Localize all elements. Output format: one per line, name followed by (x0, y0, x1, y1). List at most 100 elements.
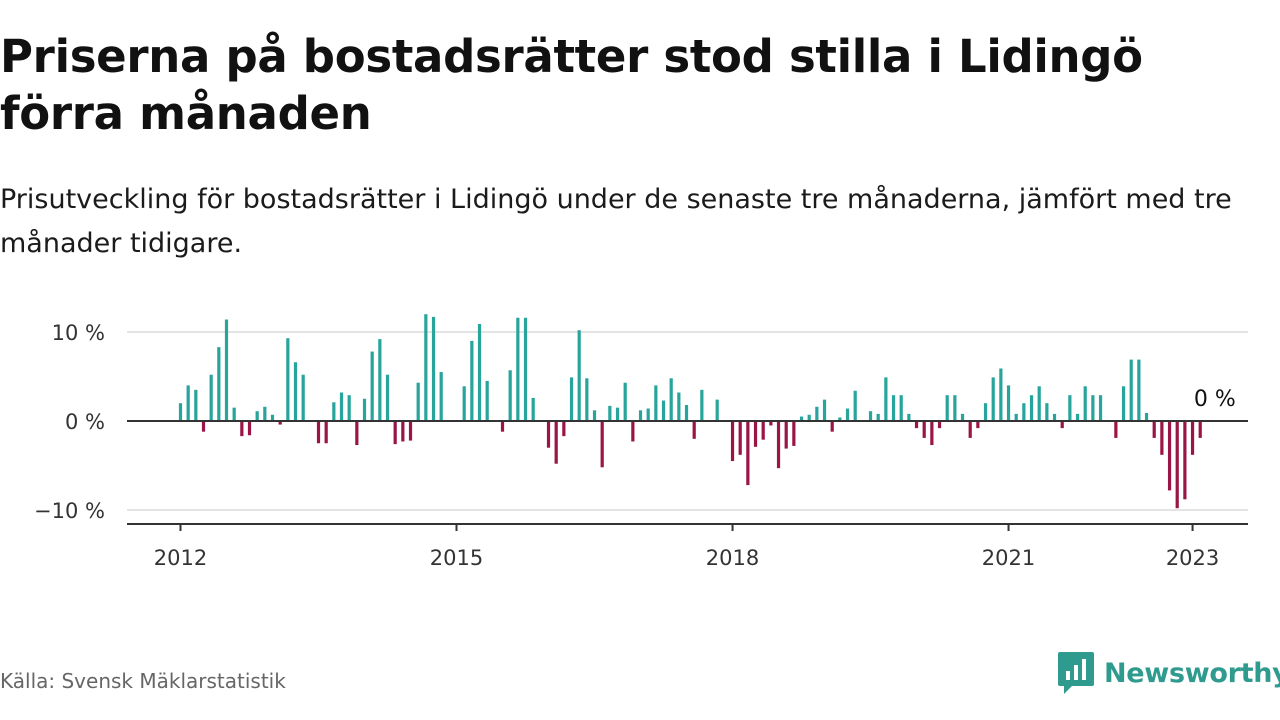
bar (523, 317, 528, 421)
bar (830, 421, 834, 432)
bar (937, 421, 942, 429)
bar (600, 421, 604, 468)
bar (1114, 421, 1118, 438)
bar (769, 421, 773, 426)
bar (585, 378, 589, 421)
bar (1198, 421, 1202, 438)
bar (1160, 421, 1164, 455)
bar (730, 421, 735, 462)
bar (700, 389, 704, 421)
bar (1068, 395, 1072, 421)
bar (983, 403, 988, 421)
bar (631, 421, 635, 442)
bar (247, 421, 252, 436)
bar (240, 421, 244, 437)
source-label: Källa: Svensk Mäklarstatistik (0, 669, 286, 693)
bar (646, 408, 650, 421)
bar (470, 340, 474, 421)
bar (868, 411, 873, 421)
bar (1167, 421, 1172, 491)
bar (554, 421, 558, 464)
bar (546, 421, 551, 448)
bar (401, 421, 405, 442)
bar (416, 382, 420, 421)
bar (838, 417, 842, 421)
bar (439, 372, 443, 421)
bar (669, 378, 673, 421)
bar (999, 368, 1003, 421)
bar (815, 406, 819, 421)
bar (654, 385, 658, 421)
bar (799, 416, 804, 421)
bar (393, 421, 397, 445)
bar (1137, 359, 1141, 421)
y-tick-label: 0 % (65, 410, 105, 434)
bar (845, 408, 850, 421)
bar (232, 407, 236, 421)
bar (178, 403, 183, 421)
bar (776, 421, 781, 469)
bar (960, 413, 965, 421)
x-tick-label: 2021 (982, 546, 1035, 570)
bar (1098, 395, 1103, 421)
bar (1022, 403, 1026, 421)
bar (692, 421, 696, 439)
bar (968, 421, 972, 438)
bar (424, 314, 428, 421)
bar (209, 374, 213, 421)
bar (991, 377, 995, 421)
bar (316, 421, 321, 444)
bar (286, 338, 290, 421)
brand-name: Newsworthy (1104, 657, 1280, 689)
bar (332, 402, 336, 421)
bar (577, 330, 581, 421)
bar (715, 399, 719, 421)
last-value-annotation: 0 % (1194, 387, 1236, 412)
bar (485, 380, 489, 421)
bar (914, 421, 919, 429)
bar (224, 319, 229, 421)
bar (1091, 395, 1095, 421)
bar (201, 421, 206, 432)
bar (638, 410, 643, 421)
newsworthy-logo-icon (1058, 652, 1094, 694)
bar (907, 413, 911, 421)
x-tick-label: 2015 (430, 546, 483, 570)
bar (884, 377, 888, 421)
bar (738, 421, 742, 455)
bar (684, 404, 689, 421)
bar (431, 316, 436, 421)
bar (1014, 413, 1018, 421)
bar (1129, 359, 1133, 421)
newsworthy-brand[interactable]: Newsworthy (1058, 652, 1280, 694)
bar (324, 421, 328, 444)
x-tick-label: 2012 (154, 546, 207, 570)
bar (953, 395, 957, 421)
chart-title: Priserna på bostadsrätter stod stilla i … (0, 30, 1143, 140)
bar (784, 421, 788, 449)
bar (270, 414, 275, 421)
bar (1183, 421, 1187, 500)
bar (1075, 413, 1080, 421)
bar (531, 397, 535, 421)
bar (1175, 421, 1179, 509)
bar (378, 339, 382, 421)
bar (508, 370, 512, 421)
bar (500, 421, 505, 432)
bar (853, 390, 857, 421)
bar (899, 395, 903, 421)
bar (615, 407, 620, 421)
bar (623, 382, 627, 421)
bar (792, 421, 796, 446)
bar (822, 399, 827, 421)
bar (462, 386, 466, 421)
bar (1006, 385, 1011, 421)
bar (1045, 403, 1049, 421)
bar (608, 405, 612, 421)
bar (1037, 386, 1041, 421)
bar (1121, 386, 1126, 421)
x-tick-label: 2018 (706, 546, 759, 570)
bar (477, 323, 482, 421)
bar (278, 421, 282, 425)
